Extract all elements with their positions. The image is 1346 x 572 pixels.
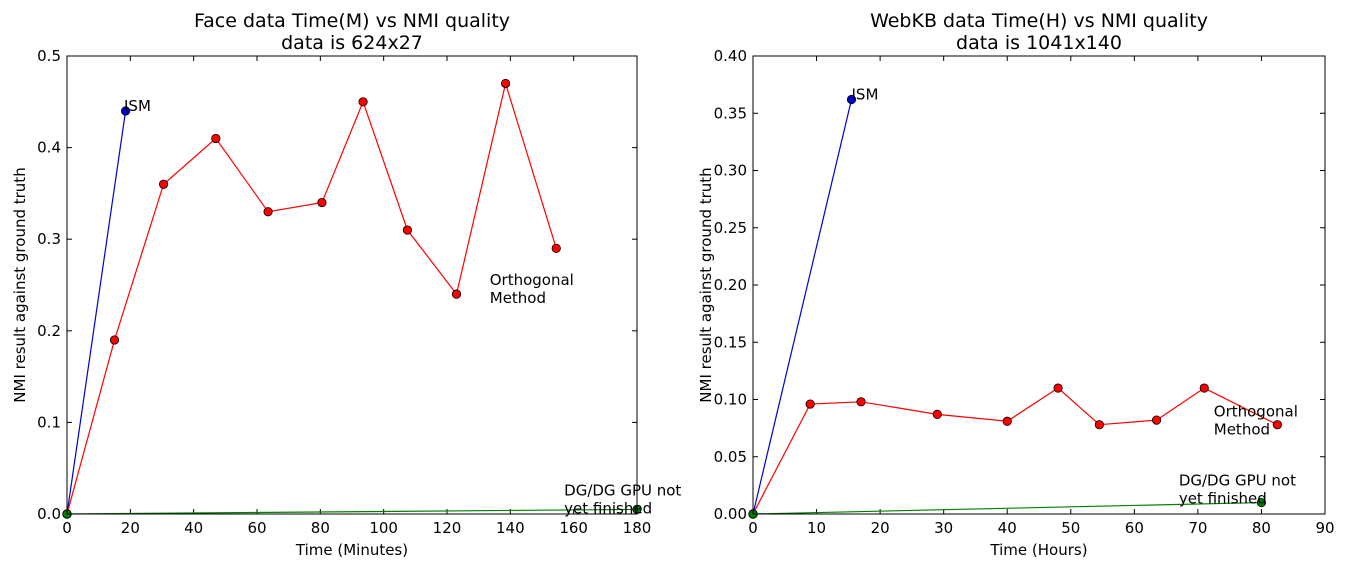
x-tick-label: 20 — [871, 519, 890, 537]
annotation-line: DG/DG GPU not — [564, 482, 681, 500]
annotation-label: ISM — [852, 86, 879, 104]
x-tick-label: 80 — [1252, 519, 1271, 537]
annotation-line: yet finished — [1179, 489, 1267, 507]
annotation-line: ISM — [124, 97, 151, 115]
chart-title: WebKB data Time(H) vs NMI quality — [870, 10, 1208, 32]
series-line-orthogonal — [752, 387, 1278, 515]
y-axis-label: NMI result against ground truth — [697, 167, 715, 402]
x-tick-label: 70 — [1188, 519, 1207, 537]
data-point-orthogonal — [1053, 383, 1063, 393]
x-tick-label: 0 — [748, 519, 758, 537]
data-point-orthogonal — [263, 207, 273, 217]
y-tick-label: 0.05 — [714, 448, 747, 466]
data-point-orthogonal — [500, 78, 511, 89]
series-line-dg — [752, 501, 1262, 515]
annotation-line: ISM — [852, 86, 879, 104]
plot-frame — [66, 55, 638, 515]
data-point-orthogonal — [211, 133, 221, 144]
y-tick-label: 0.4 — [37, 139, 61, 157]
y-tick-label: 0.15 — [714, 333, 747, 351]
x-tick-label: 90 — [1315, 519, 1334, 537]
data-point-orthogonal — [856, 397, 866, 407]
x-tick-label: 0 — [62, 519, 72, 537]
annotation-line: yet finished — [564, 500, 652, 518]
plot-frame — [752, 55, 1326, 515]
data-point-orthogonal — [805, 399, 815, 409]
data-point-orthogonal — [1094, 420, 1104, 430]
series-line-orthogonal — [66, 81, 557, 515]
data-point-orthogonal — [551, 243, 561, 253]
x-tick-label: 180 — [623, 519, 652, 537]
data-point-orthogonal — [1151, 415, 1162, 425]
x-tick-label: 140 — [496, 519, 525, 537]
data-point-orthogonal — [158, 179, 169, 189]
x-tick-label: 30 — [934, 519, 953, 537]
y-axis-label: NMI result against ground truth — [11, 167, 29, 402]
y-tick-label: 0.2 — [37, 322, 61, 340]
data-point-ism — [846, 94, 857, 105]
chart-subtitle: data is 1041x140 — [956, 32, 1122, 54]
series-line-ism — [66, 110, 127, 515]
annotation-label: DG/DG GPU not yet finished — [1179, 471, 1296, 507]
x-tick-label: 40 — [184, 519, 203, 537]
y-tick-label: 0.35 — [714, 104, 747, 122]
data-point-dg — [1256, 497, 1267, 508]
data-point-orthogonal — [1199, 383, 1209, 393]
x-tick-label: 10 — [807, 519, 826, 537]
x-axis-label: Time (Hours) — [989, 541, 1087, 559]
x-tick-label: 160 — [559, 519, 588, 537]
chart-title: Face data Time(M) vs NMI quality — [194, 10, 510, 32]
annotation-label: Orthogonal Method — [1214, 403, 1298, 439]
annotation-line: Method — [1214, 421, 1270, 439]
annotation-label: DG/DG GPU not yet finished — [564, 482, 681, 518]
x-tick-label: 80 — [311, 519, 330, 537]
annotation-line: DG/DG GPU not — [1179, 471, 1296, 489]
data-point-orthogonal — [932, 409, 942, 419]
annotation-line: Method — [490, 289, 546, 307]
data-point-orthogonal — [1272, 420, 1282, 430]
x-tick-label: 40 — [998, 519, 1017, 537]
annotation-label: ISM — [124, 97, 151, 115]
data-point-orthogonal — [1002, 416, 1012, 426]
data-point-orthogonal — [317, 197, 327, 208]
y-tick-label: 0.00 — [714, 505, 747, 523]
data-point-orthogonal — [109, 335, 120, 345]
y-tick-label: 0.3 — [37, 230, 61, 248]
y-tick-label: 0.10 — [714, 391, 747, 409]
data-point-orthogonal — [451, 289, 462, 299]
y-tick-label: 0.20 — [714, 276, 747, 294]
x-tick-label: 100 — [369, 519, 398, 537]
annotation-line: Orthogonal — [1214, 403, 1298, 421]
x-tick-label: 50 — [1061, 519, 1080, 537]
data-point-ism — [120, 106, 131, 116]
y-tick-label: 0.5 — [37, 47, 61, 65]
y-tick-label: 0.30 — [714, 162, 747, 180]
annotation-line: Orthogonal — [490, 271, 574, 289]
series-line-dg — [66, 508, 638, 515]
data-point-orthogonal — [358, 97, 368, 107]
x-axis-label: Time (Minutes) — [295, 541, 408, 559]
data-point-orthogonal — [402, 225, 413, 235]
series-line-ism — [752, 99, 853, 515]
chart-subtitle: data is 624x27 — [281, 32, 423, 54]
y-tick-label: 0.1 — [37, 413, 61, 431]
annotation-label: Orthogonal Method — [490, 271, 574, 307]
x-tick-label: 20 — [121, 519, 140, 537]
y-tick-label: 0.40 — [714, 47, 747, 65]
x-tick-label: 60 — [1125, 519, 1144, 537]
y-tick-label: 0.25 — [714, 219, 747, 237]
x-tick-label: 60 — [247, 519, 266, 537]
x-tick-label: 120 — [433, 519, 462, 537]
y-tick-label: 0.0 — [37, 505, 61, 523]
